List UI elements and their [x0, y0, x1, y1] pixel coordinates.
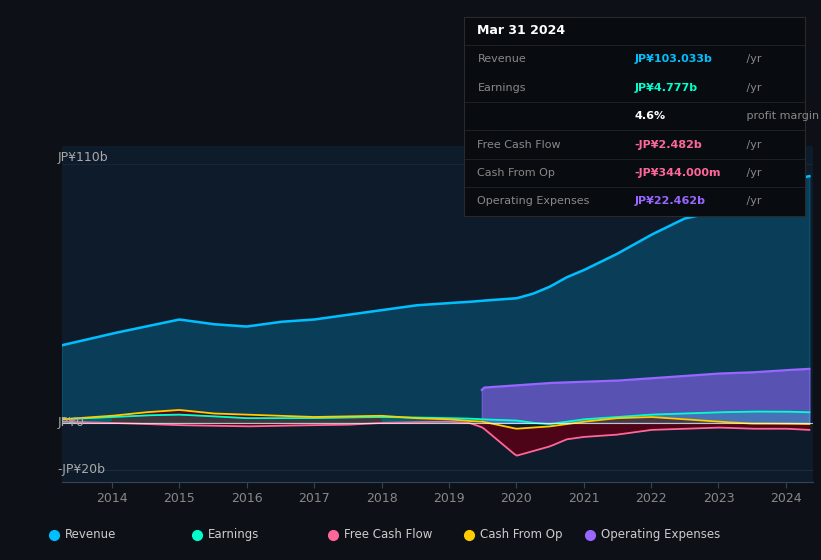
- Text: Revenue: Revenue: [65, 528, 116, 542]
- Text: -JP¥344.000m: -JP¥344.000m: [635, 168, 721, 178]
- Text: JP¥4.777b: JP¥4.777b: [635, 83, 697, 93]
- Text: /yr: /yr: [743, 168, 762, 178]
- Text: 4.6%: 4.6%: [635, 111, 665, 121]
- Text: /yr: /yr: [743, 54, 762, 64]
- Text: /yr: /yr: [743, 197, 762, 207]
- Text: JP¥0: JP¥0: [57, 416, 85, 430]
- Text: Earnings: Earnings: [478, 83, 526, 93]
- Text: JP¥110b: JP¥110b: [57, 151, 108, 165]
- Text: Revenue: Revenue: [478, 54, 526, 64]
- Text: Operating Expenses: Operating Expenses: [478, 197, 589, 207]
- Text: JP¥22.462b: JP¥22.462b: [635, 197, 705, 207]
- Text: Mar 31 2024: Mar 31 2024: [478, 25, 566, 38]
- Text: Cash From Op: Cash From Op: [478, 168, 555, 178]
- Text: Earnings: Earnings: [208, 528, 259, 542]
- Text: Operating Expenses: Operating Expenses: [601, 528, 720, 542]
- Text: JP¥103.033b: JP¥103.033b: [635, 54, 712, 64]
- Text: -JP¥2.482b: -JP¥2.482b: [635, 139, 702, 150]
- Text: -JP¥20b: -JP¥20b: [57, 463, 106, 477]
- Text: /yr: /yr: [743, 83, 762, 93]
- Text: /yr: /yr: [743, 139, 762, 150]
- Text: Free Cash Flow: Free Cash Flow: [478, 139, 561, 150]
- Text: Free Cash Flow: Free Cash Flow: [344, 528, 433, 542]
- Text: Cash From Op: Cash From Op: [480, 528, 562, 542]
- Text: profit margin: profit margin: [743, 111, 819, 121]
